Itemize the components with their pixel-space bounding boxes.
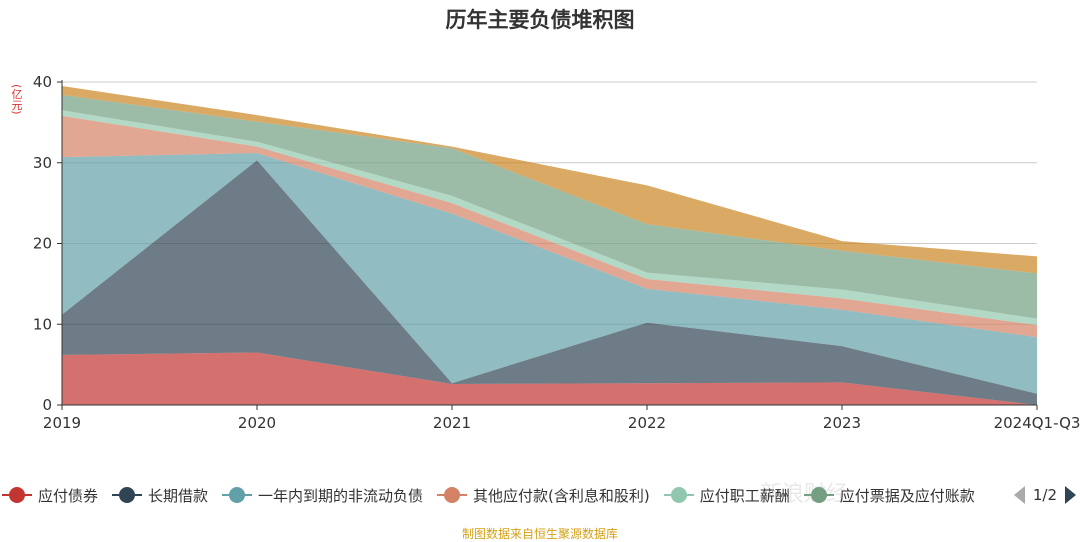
source-footer: 制图数据来自恒生聚源数据库	[461, 527, 618, 541]
x-tick-label: 2019	[43, 414, 81, 432]
x-tick-label: 2024Q1-Q3	[994, 414, 1080, 432]
area-series-应付票据及应付账款	[62, 94, 1037, 319]
area-series-长期借款	[62, 160, 1037, 405]
x-tick-labels: 2019 2020 2021 2022 2023 2024Q1-Q3	[43, 414, 1080, 432]
stacked-area-chart: 0 10 20 30 40 2019 2020 2021 2022 2023 2024Q1-Q3	[33, 73, 1080, 432]
area-series-其他应付款(含利息和股利)	[62, 115, 1037, 338]
chart-title: 历年主要负债堆积图	[445, 8, 635, 32]
legend-pager: 1/2	[1007, 483, 1076, 507]
legend-marker-icon	[222, 487, 253, 503]
legend-prev-page-icon[interactable]	[1013, 486, 1025, 504]
legend-item[interactable]: 其他应付款(含利息和股利)	[437, 485, 650, 506]
area-series-应付债券	[62, 352, 1037, 405]
y-tick-label: 30	[33, 154, 52, 172]
legend-marker-icon	[437, 487, 468, 503]
legend-page-indicator: 1/2	[1032, 486, 1057, 504]
area-series-other	[62, 86, 1037, 274]
x-tick-label: 2022	[628, 414, 666, 432]
legend-item[interactable]: 应付职工薪酬	[663, 485, 790, 506]
legend-label: 一年内到期的非流动负债	[258, 486, 424, 505]
y-tick-label: 10	[33, 315, 52, 333]
y-tick-label: 40	[33, 73, 52, 91]
legend-item[interactable]: 一年内到期的非流动负债	[222, 485, 423, 506]
legend-marker-icon	[663, 487, 694, 503]
x-tick-label: 2021	[433, 414, 471, 432]
area-series-一年内到期的非流动负债	[62, 153, 1037, 394]
legend-marker-icon	[2, 487, 32, 503]
axes	[57, 80, 1038, 410]
y-axis-unit-label: (亿元)	[10, 84, 23, 115]
legend-label: 应付债券	[38, 486, 99, 505]
y-tick-labels: 0 10 20 30 40	[33, 73, 52, 414]
legend-marker-icon	[112, 487, 143, 503]
x-tick-label: 2020	[238, 414, 276, 432]
legend: 应付债券 长期借款 一年内到期的非流动负债 其他应付款(含利息和股利) 应付职工薪酬 应付…	[0, 483, 1080, 507]
legend-next-page-icon[interactable]	[1065, 486, 1076, 504]
legend-label: 应付职工薪酬	[699, 486, 790, 505]
legend-item[interactable]: 应付票据及应付账款	[803, 485, 975, 506]
y-tick-label: 20	[33, 235, 52, 253]
y-tick-label: 0	[42, 396, 52, 414]
series-areas	[62, 86, 1037, 405]
legend-marker-icon	[803, 487, 834, 503]
legend-item[interactable]: 应付债券	[2, 485, 98, 506]
legend-label: 其他应付款(含利息和股利)	[473, 486, 650, 505]
legend-item[interactable]: 长期借款	[112, 485, 208, 506]
x-tick-label: 2023	[823, 414, 861, 432]
legend-label: 长期借款	[148, 486, 209, 505]
legend-label: 应付票据及应付账款	[839, 486, 975, 505]
